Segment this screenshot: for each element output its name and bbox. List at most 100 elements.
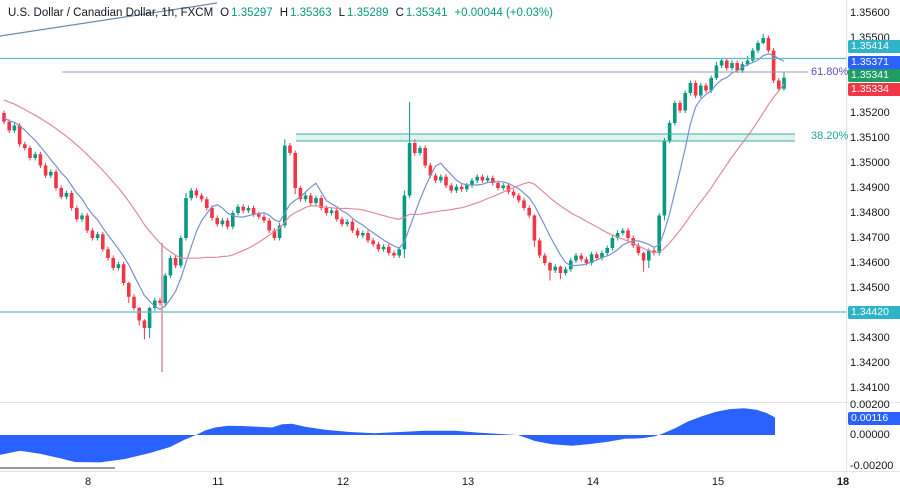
time-axis-label: 8 — [84, 476, 92, 488]
trendline-drawing[interactable] — [0, 2, 218, 37]
candle-body — [309, 195, 313, 203]
candle-body — [272, 230, 277, 238]
candle-body — [553, 266, 557, 271]
candle-body — [262, 216, 266, 221]
candle-body — [699, 85, 703, 96]
price-badge: 1.35414 — [848, 40, 900, 53]
change-value: +0.00044 (+0.03%) — [454, 7, 553, 19]
candle-body — [402, 195, 407, 250]
price-axis-label: 1.35600 — [850, 7, 890, 19]
candle-body — [147, 308, 152, 328]
candle-body — [49, 171, 53, 176]
low-value: 1.35289 — [347, 7, 389, 19]
price-axis-label: 1.34200 — [850, 357, 890, 369]
candle-body — [2, 113, 6, 122]
candle-body — [283, 145, 287, 226]
candle-body — [184, 198, 188, 238]
candle-body — [28, 148, 32, 158]
candle-body — [54, 171, 58, 188]
price-badge: 1.35334 — [848, 82, 900, 96]
candle-body — [439, 176, 443, 181]
price-axis-label: 1.34600 — [850, 257, 890, 269]
price-axis-label: 0.00200 — [850, 399, 890, 411]
candle-body — [111, 258, 115, 268]
candle-body — [137, 308, 141, 321]
price-axis[interactable]: 1.35600 1.35500 1.35200 1.35100 1.35000 1.349… — [846, 0, 900, 472]
ma-fast-line[interactable] — [3, 53, 785, 310]
candle-body — [641, 253, 646, 261]
candle-body — [355, 230, 360, 236]
candle-body — [522, 200, 526, 208]
candle-body — [678, 103, 682, 111]
candle-body — [428, 165, 433, 176]
candle-body — [719, 60, 724, 66]
candle-body — [621, 230, 625, 233]
candle-body — [626, 230, 630, 238]
pane-separator[interactable] — [0, 402, 900, 403]
price-axis-label: 1.35200 — [850, 107, 890, 119]
candle-body — [485, 178, 490, 181]
time-axis-label: 14 — [586, 476, 600, 488]
price-badge: 1.35371 — [848, 55, 900, 69]
candle-body — [673, 103, 677, 123]
candle-body — [548, 263, 552, 271]
candle-body — [418, 148, 422, 153]
candles-group[interactable] — [2, 33, 786, 340]
candle-body — [709, 78, 713, 91]
candle-body — [725, 60, 729, 68]
candle-body — [127, 283, 131, 297]
candle-body — [589, 254, 594, 263]
candle-body — [210, 208, 214, 218]
candle-body — [361, 233, 365, 236]
candle-body — [475, 176, 479, 181]
candle-body — [75, 208, 79, 220]
fib-618-label[interactable]: 61.80% — [811, 66, 849, 78]
candlestick-chart[interactable] — [0, 0, 846, 471]
close-label: C — [395, 7, 404, 19]
candle-body — [298, 188, 303, 200]
time-axis-label: 15 — [711, 476, 725, 488]
candle-body — [69, 193, 74, 208]
candle-body — [241, 206, 245, 211]
candle-body — [121, 264, 126, 283]
candle-body — [345, 221, 349, 225]
price-axis-label: 1.34100 — [850, 382, 890, 394]
fib-382-band[interactable] — [296, 134, 795, 141]
candle-body — [43, 165, 48, 176]
candle-body — [194, 190, 199, 196]
indicator-area-series[interactable] — [0, 408, 775, 463]
candle-body — [501, 185, 505, 188]
candle-body — [376, 244, 381, 250]
candle-body — [657, 215, 661, 253]
price-badge: 0.00116 — [848, 411, 900, 425]
symbol-ohlc-bar[interactable]: U.S. Dollar / Canadian Dollar, 1h, FXCM O… — [8, 7, 555, 19]
candle-body — [153, 300, 157, 308]
candle-body — [116, 264, 121, 268]
candle-body — [59, 188, 63, 197]
symbol-title[interactable]: U.S. Dollar / Canadian Dollar, 1h, FXCM — [8, 7, 214, 19]
candle-body — [756, 43, 760, 51]
ma-slow-line[interactable] — [3, 83, 785, 259]
price-axis-label: 1.34700 — [850, 232, 890, 244]
candle-body — [324, 208, 329, 213]
candle-body — [730, 63, 734, 68]
candle-body — [163, 275, 167, 303]
candle-body — [303, 195, 308, 200]
candle-body — [433, 175, 438, 181]
price-axis-label: 1.34500 — [850, 282, 890, 294]
candle-body — [688, 83, 693, 93]
time-axis-label: 12 — [336, 476, 350, 488]
time-axis-label: 18 — [836, 476, 850, 488]
low-label: L — [338, 7, 345, 19]
price-axis-label: 1.35100 — [850, 132, 890, 144]
candle-body — [173, 258, 178, 266]
fib-382-label[interactable]: 38.20% — [811, 130, 849, 142]
candle-body — [23, 144, 27, 148]
candle-body — [532, 215, 537, 241]
candle-body — [293, 153, 297, 188]
candle-body — [667, 123, 672, 141]
candle-body — [101, 234, 105, 250]
candle-body — [506, 185, 511, 192]
time-axis[interactable]: 8 11 12 13 14 15 18 — [0, 471, 900, 491]
